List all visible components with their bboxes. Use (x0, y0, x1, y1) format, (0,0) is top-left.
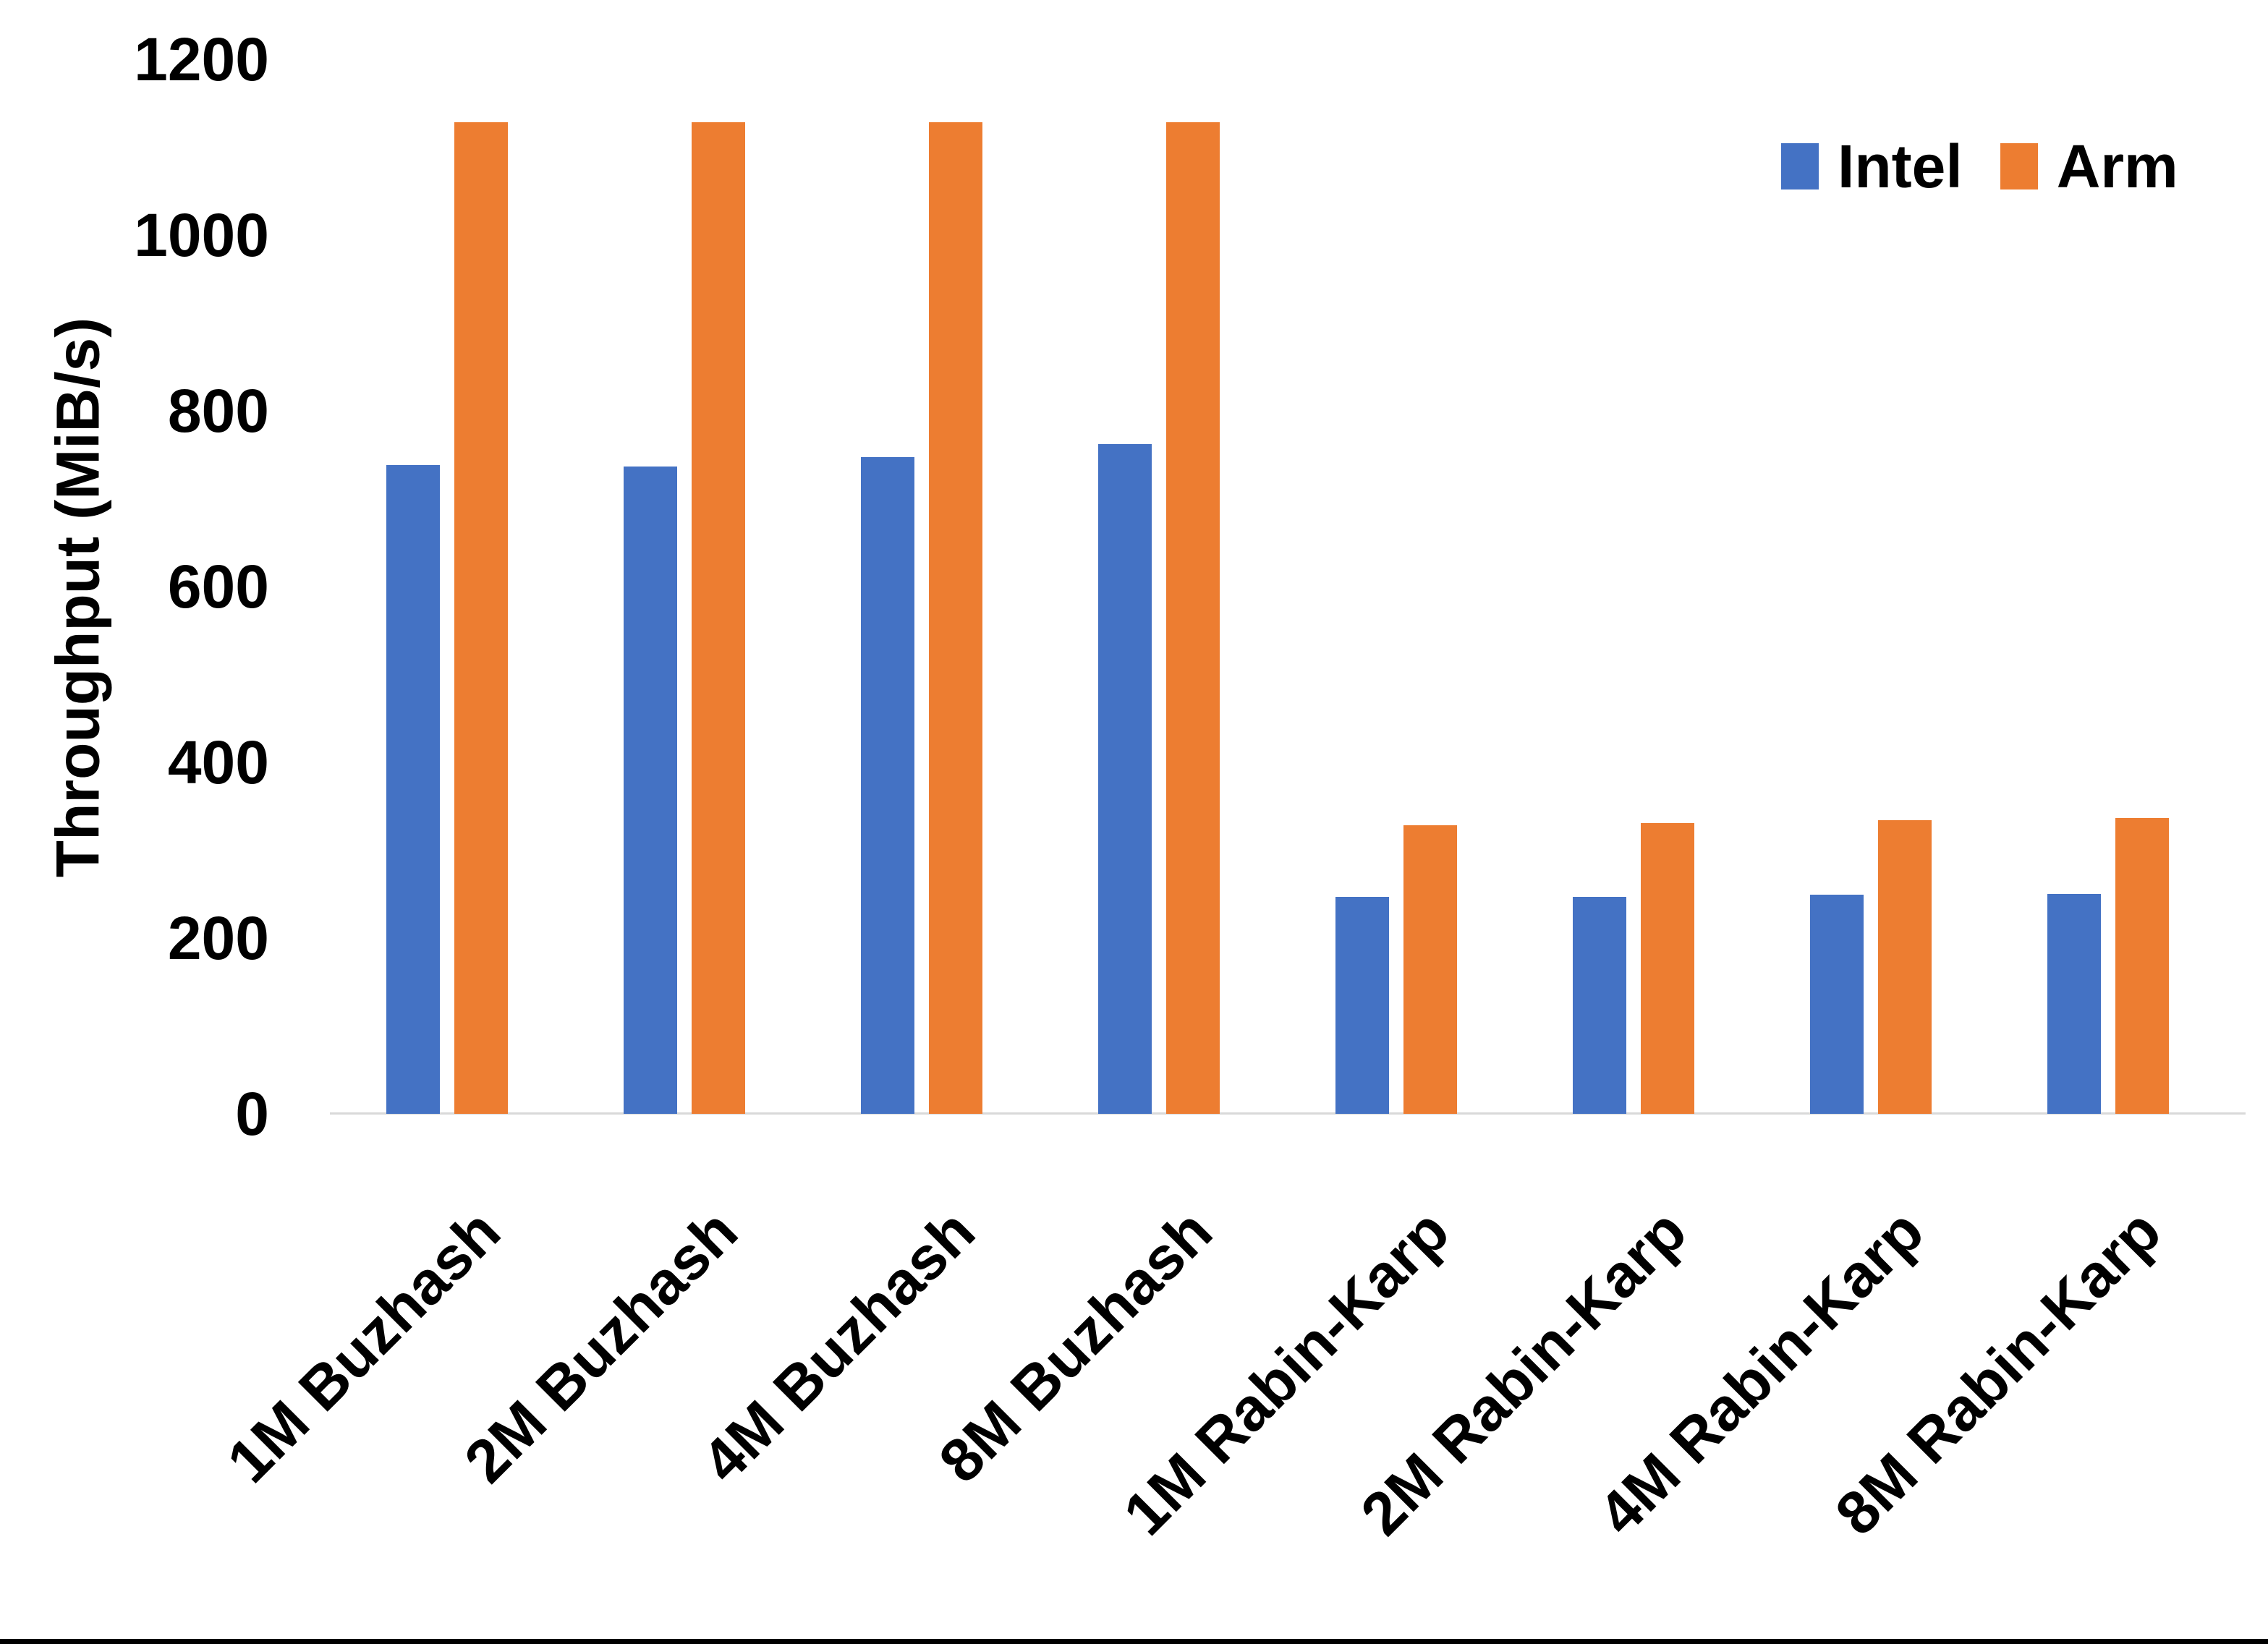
legend-label: Intel (1838, 132, 1963, 200)
bar-arm-1m-rabin-karp (1403, 825, 1457, 1114)
bar-intel-1m-buzhash (386, 465, 440, 1114)
bar-arm-4m-buzhash (929, 122, 982, 1114)
legend-item-intel: Intel (1781, 136, 1963, 197)
y-tick-label: 800 (167, 377, 269, 445)
y-tick-label: 600 (167, 553, 269, 621)
x-axis-line (330, 1112, 2246, 1115)
y-tick-label: 200 (167, 904, 269, 972)
bar-intel-4m-buzhash (861, 457, 914, 1114)
bar-intel-2m-rabin-karp (1573, 896, 1626, 1114)
bar-intel-4m-rabin-karp (1810, 895, 1864, 1114)
bar-intel-1m-rabin-karp (1335, 896, 1389, 1114)
y-tick-label: 400 (167, 728, 269, 796)
legend-item-arm: Arm (2000, 136, 2178, 197)
y-tick-label: 1000 (134, 201, 269, 269)
y-tick-label: 0 (235, 1080, 269, 1148)
bar-arm-4m-rabin-karp (1878, 820, 1932, 1114)
bar-arm-2m-buzhash (692, 122, 745, 1114)
legend: Intel Arm (1781, 136, 2178, 197)
bottom-window-border (0, 1639, 2268, 1644)
bar-arm-2m-rabin-karp (1641, 822, 1694, 1114)
bar-arm-8m-rabin-karp (2115, 817, 2169, 1114)
bar-arm-8m-buzhash (1166, 122, 1220, 1114)
bar-intel-2m-buzhash (624, 466, 677, 1114)
bar-arm-1m-buzhash (454, 122, 508, 1114)
bar-intel-8m-rabin-karp (2047, 894, 2101, 1114)
bar-intel-8m-buzhash (1098, 444, 1152, 1114)
legend-swatch-icon (2000, 143, 2038, 189)
legend-swatch-icon (1781, 143, 1819, 189)
y-tick-label: 1200 (134, 25, 269, 93)
legend-label: Arm (2056, 132, 2178, 200)
